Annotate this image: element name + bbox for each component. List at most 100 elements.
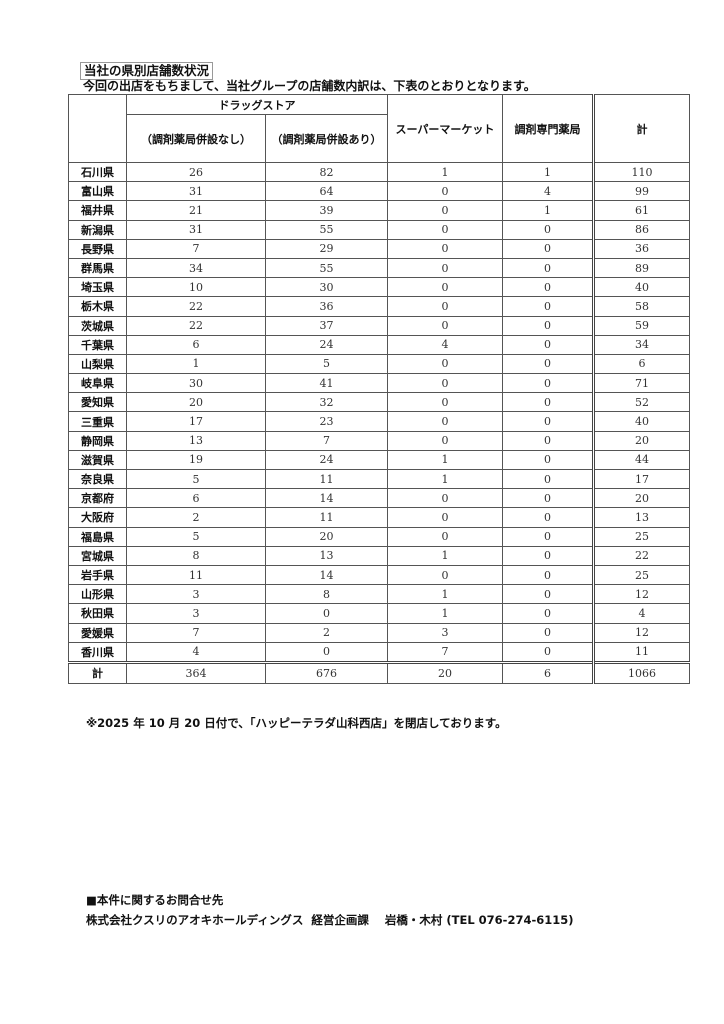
count-cell: 1 <box>387 161 503 183</box>
count-cell: 1066 <box>592 660 690 684</box>
prefecture-cell: 富山県 <box>68 181 127 202</box>
count-cell: 7 <box>265 430 388 451</box>
header-with-pharmacy: （調剤薬局併設あり） <box>265 114 388 163</box>
count-cell: 0 <box>265 641 388 663</box>
table-row: 群馬県 34 55 0 0 89 <box>68 257 690 279</box>
count-cell: 20 <box>387 660 503 684</box>
prefecture-cell: 大阪府 <box>68 507 127 528</box>
prefecture-cell: 福井県 <box>68 200 127 221</box>
table-row: 三重県 17 23 0 0 40 <box>68 411 690 432</box>
prefecture-cell: 岩手県 <box>68 564 127 586</box>
count-cell: 17 <box>126 411 266 432</box>
count-cell: 0 <box>502 584 594 605</box>
count-cell: 11 <box>265 507 388 528</box>
prefecture-cell: 愛知県 <box>68 392 127 413</box>
count-cell: 0 <box>387 392 503 413</box>
count-cell: 22 <box>592 545 690 566</box>
prefecture-cell: 岐阜県 <box>68 373 127 394</box>
header-prefecture <box>68 94 127 163</box>
header-pharmacy: 調剤専門薬局 <box>502 94 594 163</box>
count-cell: 13 <box>592 507 690 528</box>
prefecture-cell: 山形県 <box>68 584 127 605</box>
count-cell: 14 <box>265 564 388 586</box>
count-cell: 20 <box>592 488 690 509</box>
count-cell: 10 <box>126 277 266 298</box>
count-cell: 5 <box>265 353 388 375</box>
count-cell: 1 <box>387 449 503 471</box>
count-cell: 1 <box>502 161 594 183</box>
count-cell: 11 <box>126 564 266 586</box>
count-cell: 0 <box>387 257 503 279</box>
count-cell: 2 <box>265 622 388 643</box>
total-row: 計 364 676 20 6 1066 <box>68 660 690 684</box>
count-cell: 55 <box>265 219 388 240</box>
count-cell: 20 <box>592 430 690 451</box>
count-cell: 8 <box>126 545 266 566</box>
table-row: 岩手県 11 14 0 0 25 <box>68 564 690 586</box>
count-cell: 25 <box>592 564 690 586</box>
prefecture-cell: 静岡県 <box>68 430 127 451</box>
count-cell: 29 <box>265 238 388 259</box>
count-cell: 26 <box>126 161 266 183</box>
count-cell: 7 <box>387 641 503 663</box>
count-cell: 4 <box>387 334 503 355</box>
count-cell: 22 <box>126 315 266 336</box>
count-cell: 11 <box>265 468 388 490</box>
count-cell: 12 <box>592 622 690 643</box>
count-cell: 5 <box>126 468 266 490</box>
count-cell: 4 <box>502 181 594 202</box>
count-cell: 0 <box>387 181 503 202</box>
count-cell: 1 <box>387 468 503 490</box>
prefecture-cell: 埼玉県 <box>68 277 127 298</box>
header-supermarket: スーパーマーケット <box>387 94 503 163</box>
table-row: 山形県 3 8 1 0 12 <box>68 584 690 605</box>
count-cell: 64 <box>265 181 388 202</box>
count-cell: 59 <box>592 315 690 336</box>
count-cell: 23 <box>265 411 388 432</box>
count-cell: 0 <box>387 277 503 298</box>
table-row: 奈良県 5 11 1 0 17 <box>68 468 690 490</box>
count-cell: 0 <box>387 315 503 336</box>
count-cell: 8 <box>265 584 388 605</box>
count-cell: 4 <box>592 603 690 624</box>
count-cell: 17 <box>592 468 690 490</box>
header-no-pharmacy: （調剤薬局併設なし） <box>126 114 266 163</box>
count-cell: 82 <box>265 161 388 183</box>
count-cell: 0 <box>502 526 594 547</box>
header-drugstore: ドラッグストア <box>126 94 388 115</box>
header-total: 計 <box>592 94 690 163</box>
table-row: 愛知県 20 32 0 0 52 <box>68 392 690 413</box>
count-cell: 34 <box>126 257 266 279</box>
count-cell: 0 <box>387 219 503 240</box>
count-cell: 0 <box>387 488 503 509</box>
count-cell: 86 <box>592 219 690 240</box>
closure-note: ※2025 年 10 月 20 日付で、「ハッピーテラダ山科西店」を閉店しており… <box>86 716 507 730</box>
count-cell: 2 <box>126 507 266 528</box>
count-cell: 20 <box>265 526 388 547</box>
count-cell: 40 <box>592 411 690 432</box>
count-cell: 6 <box>126 488 266 509</box>
count-cell: 0 <box>502 641 594 663</box>
count-cell: 6 <box>502 660 594 684</box>
count-cell: 0 <box>265 603 388 624</box>
count-cell: 3 <box>126 603 266 624</box>
count-cell: 0 <box>502 564 594 586</box>
prefecture-cell: 京都府 <box>68 488 127 509</box>
prefecture-cell: 秋田県 <box>68 603 127 624</box>
count-cell: 5 <box>126 526 266 547</box>
prefecture-cell: 滋賀県 <box>68 449 127 471</box>
count-cell: 0 <box>502 603 594 624</box>
table-row: 栃木県 22 36 0 0 58 <box>68 296 690 317</box>
table-row: 富山県 31 64 0 4 99 <box>68 181 690 202</box>
count-cell: 30 <box>265 277 388 298</box>
count-cell: 31 <box>126 181 266 202</box>
prefecture-cell: 香川県 <box>68 641 127 663</box>
table-row: 埼玉県 10 30 0 0 40 <box>68 277 690 298</box>
count-cell: 31 <box>126 219 266 240</box>
section-title: 当社の県別店舗数状況 <box>80 62 214 80</box>
count-cell: 12 <box>592 584 690 605</box>
prefecture-cell: 栃木県 <box>68 296 127 317</box>
count-cell: 1 <box>387 603 503 624</box>
table-row: 秋田県 3 0 1 0 4 <box>68 603 690 624</box>
count-cell: 55 <box>265 257 388 279</box>
